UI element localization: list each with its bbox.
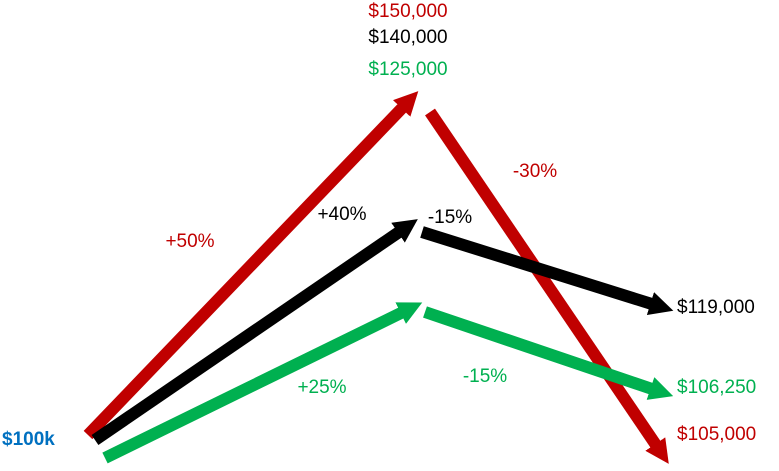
rise-label: +50% [165, 231, 214, 252]
arrow [425, 108, 669, 464]
arrow [102, 302, 423, 464]
end-label: $106,250 [677, 377, 756, 398]
arrow [420, 226, 674, 316]
rise-label: +25% [297, 377, 346, 398]
peak-label: $140,000 [368, 27, 447, 48]
fall-label: -15% [463, 366, 507, 387]
rise-label: +40% [317, 204, 366, 225]
end-label: $119,000 [677, 297, 755, 318]
arrows [83, 91, 674, 464]
arrow [83, 91, 419, 440]
fall-label: -15% [428, 207, 472, 228]
arrow [91, 219, 418, 445]
peak-label: $150,000 [368, 1, 447, 22]
end-label: $105,000 [677, 424, 756, 445]
fall-label: -30% [513, 161, 557, 182]
peak-label: $125,000 [368, 59, 447, 80]
start-label: $100k [2, 429, 55, 450]
arrow [423, 306, 674, 400]
